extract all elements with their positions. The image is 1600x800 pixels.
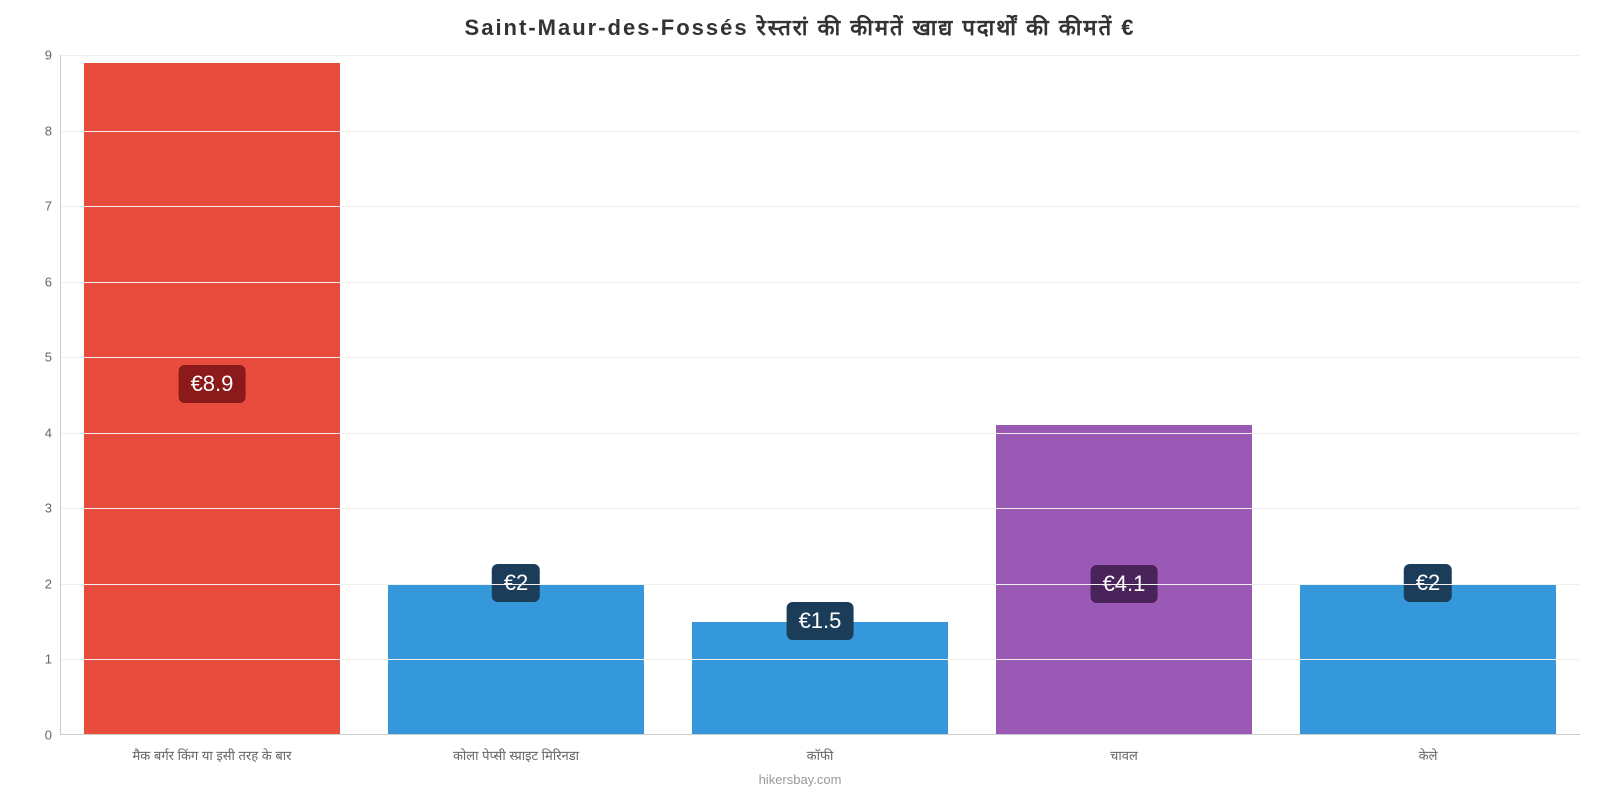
grid-line: [60, 357, 1580, 358]
bar-slot: €1.5: [668, 55, 972, 735]
x-axis-label: कोला पेप्सी स्प्राइट मिरिनडा: [364, 740, 668, 764]
bars-group: €8.9€2€1.5€4.1€2: [60, 55, 1580, 735]
x-axis-label: केले: [1276, 740, 1580, 764]
y-tick-label: 4: [12, 425, 52, 440]
bar: €8.9: [84, 63, 339, 735]
y-tick-label: 6: [12, 274, 52, 289]
bar-slot: €4.1: [972, 55, 1276, 735]
x-axis-line: [60, 734, 1580, 735]
x-axis-label: चावल: [972, 740, 1276, 764]
bar: €4.1: [996, 425, 1251, 735]
grid-line: [60, 659, 1580, 660]
grid-line: [60, 206, 1580, 207]
value-badge: €1.5: [787, 602, 854, 640]
grid-line: [60, 508, 1580, 509]
bar-slot: €2: [364, 55, 668, 735]
y-tick-label: 0: [12, 728, 52, 743]
grid-line: [60, 55, 1580, 56]
value-badge: €8.9: [179, 365, 246, 403]
price-bar-chart: Saint-Maur-des-Fossés रेस्तरां की कीमतें…: [0, 0, 1600, 800]
y-tick-label: 5: [12, 350, 52, 365]
plot-area: €8.9€2€1.5€4.1€2: [60, 55, 1580, 735]
grid-line: [60, 131, 1580, 132]
y-tick-label: 2: [12, 576, 52, 591]
grid-line: [60, 433, 1580, 434]
x-axis-label: मैक बर्गर किंग या इसी तरह के बार: [60, 740, 364, 764]
attribution-text: hikersbay.com: [0, 772, 1600, 787]
grid-line: [60, 584, 1580, 585]
x-axis-labels: मैक बर्गर किंग या इसी तरह के बारकोला पेप…: [60, 740, 1580, 764]
bar: €1.5: [692, 622, 947, 735]
y-tick-label: 9: [12, 48, 52, 63]
chart-title: Saint-Maur-des-Fossés रेस्तरां की कीमतें…: [0, 12, 1600, 42]
bar-slot: €2: [1276, 55, 1580, 735]
y-axis-line: [60, 55, 61, 735]
y-tick-label: 3: [12, 501, 52, 516]
y-tick-label: 7: [12, 199, 52, 214]
bar-slot: €8.9: [60, 55, 364, 735]
grid-line: [60, 282, 1580, 283]
x-axis-label: कॉफी: [668, 740, 972, 764]
y-tick-label: 1: [12, 652, 52, 667]
y-tick-label: 8: [12, 123, 52, 138]
